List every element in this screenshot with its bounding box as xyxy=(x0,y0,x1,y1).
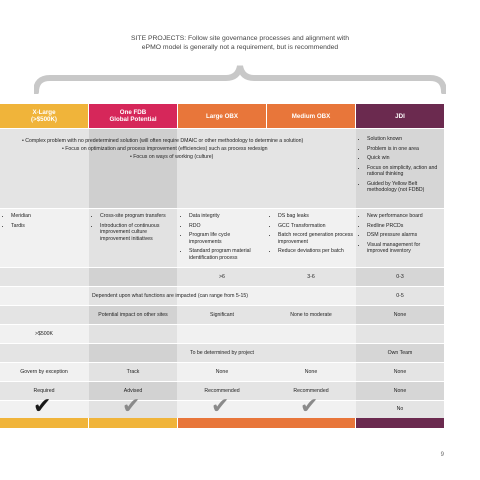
row-impact-shade xyxy=(89,306,177,324)
list-item: Data integrity xyxy=(189,213,264,220)
dependent-text: Dependent upon what functions are impact… xyxy=(92,293,249,299)
checkmark-icon: ✔ xyxy=(300,394,319,419)
list-item: Batch record generation process improvem… xyxy=(278,232,353,245)
list-item: Standard program material identification… xyxy=(189,248,264,261)
checkmark-icon: ✔ xyxy=(122,394,141,419)
column-header-xlarge: X-Large (>$500K) xyxy=(0,104,88,128)
overview-line-2: • Focus on optimization and process impr… xyxy=(62,146,268,152)
list-item: Focus on simplicity, action and rational… xyxy=(367,165,440,178)
dependent-jdi: 0-5 xyxy=(396,293,404,299)
examples-xlarge: Meridian Tardis xyxy=(2,213,86,232)
row-epmo-jdi-shade xyxy=(356,382,444,400)
impact-onefdb: Potential impact on other sites xyxy=(98,312,168,318)
checkmark-icon: ✔ xyxy=(33,394,52,419)
overview-line-3: • Focus on ways of working (culture) xyxy=(130,154,214,160)
row-cost-shade xyxy=(89,325,177,343)
row-examples-jdi-shade xyxy=(356,209,444,267)
team-jdi: Own Team xyxy=(387,350,413,356)
governance-jdi: None xyxy=(393,369,407,375)
column-header-large-obx: Large OBX xyxy=(178,104,266,128)
list-item: Redline PRCDs xyxy=(367,223,442,230)
team-text: To be determined by project xyxy=(189,350,254,356)
list-item: DSM pressure alarms xyxy=(367,232,442,239)
row-overview-jdi-shade xyxy=(356,129,444,208)
list-item: Visual management for improved inventory xyxy=(367,242,442,255)
epmo-medium: Recommended xyxy=(293,388,329,394)
governance-large: None xyxy=(215,369,229,375)
impact-large: Significant xyxy=(210,312,234,318)
row-check-jdi-shade xyxy=(356,401,444,418)
row-examples-shade xyxy=(89,209,177,267)
governance-medium: None xyxy=(304,369,318,375)
epmo-xlarge: Required xyxy=(33,388,55,394)
row-governance-shade xyxy=(89,363,177,381)
row-dependent-shade xyxy=(89,287,177,305)
column-header-medium-obx: Medium OBX xyxy=(267,104,355,128)
duration-jdi: 0-3 xyxy=(396,274,404,280)
list-item: Reduce deviations per batch xyxy=(278,248,353,255)
list-item: New performance board xyxy=(367,213,442,220)
examples-medium: DS bag leaks GCC Transformation Batch re… xyxy=(269,213,353,258)
governance-onefdb: Track xyxy=(126,369,140,375)
row-check-shade xyxy=(89,401,177,418)
header-line-1: SITE PROJECTS: Follow site governance pr… xyxy=(131,35,349,42)
list-item: Cross-site program transfers xyxy=(100,213,175,220)
duration-large: >6 xyxy=(219,274,225,280)
examples-large: Data integrity RDO Program life cycle im… xyxy=(180,213,264,264)
list-item: Meridian xyxy=(11,213,86,220)
examples-onefdb: Cross-site program transfers Introductio… xyxy=(91,213,175,245)
row-governance-jdi-shade xyxy=(356,363,444,381)
bottom-bar-obx xyxy=(178,418,355,428)
cost-xlarge: >$500K xyxy=(34,331,54,337)
epmo-large: Recommended xyxy=(204,388,240,394)
impact-medium: None to moderate xyxy=(290,312,332,318)
list-item: RDO xyxy=(189,223,264,230)
column-header-onefdb: One FDB Global Potential xyxy=(89,104,177,128)
bottom-bar-jdi xyxy=(356,418,444,428)
bottom-bar-xlarge xyxy=(0,418,88,428)
page-header: SITE PROJECTS: Follow site governance pr… xyxy=(90,34,390,52)
list-item: GCC Transformation xyxy=(278,223,353,230)
row-team-shade xyxy=(89,344,177,362)
header-line-2: ePMO model is generally not a requiremen… xyxy=(141,44,339,51)
row-cost-jdi-shade xyxy=(356,325,444,343)
row-impact-jdi-shade xyxy=(356,306,444,324)
overview-line-1: • Complex problem with no predetermined … xyxy=(22,138,304,144)
row-team-jdi-shade xyxy=(356,344,444,362)
row-overview-shade xyxy=(89,129,177,208)
list-item: Guided by Yellow Belt methodology (not F… xyxy=(367,181,440,194)
list-item: Program life cycle improvements xyxy=(189,232,264,245)
examples-jdi: New performance board Redline PRCDs DSM … xyxy=(358,213,442,258)
list-item: Tardis xyxy=(11,223,86,230)
page-number: 9 xyxy=(440,452,444,458)
bottom-bar-onefdb xyxy=(89,418,177,428)
overview-jdi-list: Solution known Problem is in one area Qu… xyxy=(358,136,440,197)
row-duration-shade xyxy=(89,268,177,286)
column-header-jdi: JDI xyxy=(356,104,444,128)
epmo-jdi: None xyxy=(393,388,407,394)
checkmark-icon: ✔ xyxy=(211,394,230,419)
epmo-onefdb: Advised xyxy=(123,388,143,394)
list-item: Introduction of continuous improvement c… xyxy=(100,223,175,243)
impact-jdi: None xyxy=(393,312,407,318)
list-item: Quick win xyxy=(367,155,440,162)
duration-medium: 3-6 xyxy=(307,274,315,280)
list-item: Solution known xyxy=(367,136,440,143)
governance-xlarge: Govern by exception xyxy=(20,369,68,375)
check-jdi: No xyxy=(396,406,404,412)
row-duration-jdi-shade xyxy=(356,268,444,286)
list-item: Problem is in one area xyxy=(367,146,440,153)
curly-brace-icon xyxy=(34,65,446,94)
row-dependent-jdi-shade xyxy=(356,287,444,305)
row-epmo-shade xyxy=(89,382,177,400)
list-item: DS bag leaks xyxy=(278,213,353,220)
